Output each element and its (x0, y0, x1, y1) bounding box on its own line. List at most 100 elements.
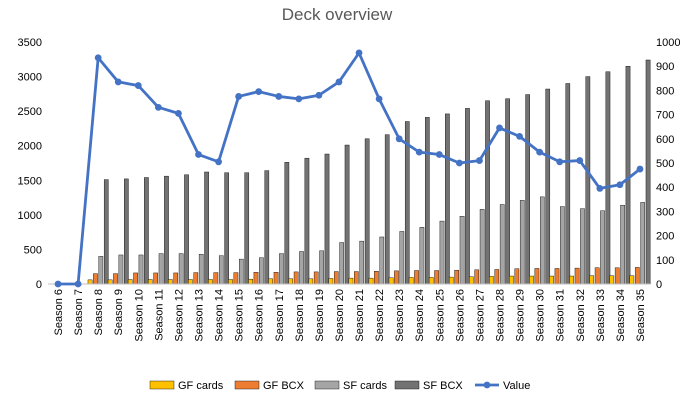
x-tick-label: Season 6 (53, 289, 65, 335)
line-point (74, 280, 82, 288)
bar-sf-bcx (505, 98, 510, 285)
bar-sf-bcx (645, 59, 651, 285)
chart-title: Deck overview (282, 5, 393, 24)
bar-sf-cards (319, 250, 324, 285)
bar-sf-bcx (545, 88, 551, 285)
y-right-tick-label: 600 (656, 134, 674, 146)
line-point (235, 93, 243, 100)
bar-sf-bcx (605, 71, 611, 285)
bar-gf-bcx (113, 273, 118, 285)
line-point (134, 82, 142, 89)
y-left-tick-label: 2500 (18, 106, 42, 118)
bar-gf-cards (228, 279, 233, 285)
legend-swatch-gf-cards (149, 380, 175, 390)
bar-sf-cards (419, 227, 425, 285)
bar-sf-cards (399, 231, 405, 285)
y-right-tick-label: 900 (656, 61, 674, 73)
x-tick-label: Season 25 (434, 289, 446, 342)
bar-sf-cards (479, 209, 485, 285)
line-point (275, 93, 283, 100)
line-point (476, 157, 483, 164)
line-point (355, 49, 363, 57)
bar-gf-cards (107, 279, 113, 285)
bar-gf-bcx (173, 272, 179, 285)
x-tick-label: Season 20 (334, 289, 346, 342)
bar-sf-bcx (485, 100, 490, 285)
bar-gf-cards (408, 277, 414, 285)
bar-gf-bcx (133, 272, 138, 285)
bar-sf-bcx (525, 94, 530, 285)
bar-gf-bcx (193, 272, 199, 285)
bar-gf-cards (147, 279, 153, 285)
bar-gf-cards (509, 275, 514, 285)
legend-label-value: Value (503, 380, 530, 392)
bar-sf-cards (178, 253, 184, 285)
bar-sf-cards (299, 251, 304, 285)
bar-sf-cards (600, 210, 605, 285)
bar-sf-cards (459, 216, 465, 285)
bar-sf-bcx (625, 65, 631, 285)
x-tick-label: Season 8 (93, 289, 105, 335)
line-point (195, 151, 202, 158)
legend-label-sf-cards: SF cards (343, 380, 388, 392)
legend-marker-value (483, 381, 491, 389)
x-tick-label: Season 9 (113, 289, 125, 335)
line-point (255, 88, 263, 96)
bar-gf-cards (368, 277, 374, 285)
bar-gf-cards (609, 275, 615, 285)
line-point (215, 158, 222, 166)
y-left-tick-label: 2000 (18, 141, 42, 153)
bar-gf-bcx (594, 267, 600, 285)
x-tick-label: Season 19 (314, 289, 326, 342)
bar-sf-bcx (103, 179, 109, 285)
bar-sf-cards (118, 254, 124, 285)
bar-gf-bcx (454, 269, 459, 285)
line-point (315, 91, 323, 99)
bar-sf-cards (158, 253, 164, 285)
bar-sf-bcx (465, 108, 470, 285)
bar-sf-cards (439, 220, 445, 285)
x-tick-label: Season 17 (274, 289, 286, 342)
bar-gf-cards (529, 275, 534, 285)
legend-label-sf-bcx: SF BCX (423, 380, 463, 392)
bar-sf-cards (379, 236, 385, 285)
bar-sf-bcx (344, 144, 350, 285)
x-tick-label: Season 34 (615, 289, 627, 342)
bar-gf-cards (348, 277, 354, 285)
x-tick-label: Season 16 (254, 289, 266, 342)
bar-sf-cards (138, 254, 144, 285)
bar-sf-bcx (204, 171, 209, 285)
bar-sf-cards (640, 202, 645, 285)
line-point (335, 78, 343, 86)
bar-sf-bcx (264, 170, 270, 285)
line-point (596, 185, 604, 192)
bar-sf-bcx (324, 153, 330, 285)
bar-gf-cards (87, 279, 93, 285)
x-tick-label: Season 28 (495, 289, 507, 342)
y-left-tick-label: 1000 (18, 210, 42, 222)
line-point (516, 132, 523, 140)
bar-gf-bcx (93, 273, 98, 285)
bar-gf-cards (589, 275, 595, 285)
line-point (616, 181, 624, 189)
bar-gf-bcx (534, 268, 540, 285)
x-tick-label: Season 23 (394, 289, 406, 342)
line-point (295, 95, 303, 103)
bar-gf-cards (208, 279, 213, 285)
y-right-tick-label: 400 (656, 182, 674, 194)
y-left-tick-label: 1500 (18, 175, 42, 187)
bar-sf-cards (359, 240, 365, 285)
line-value (58, 51, 641, 286)
bar-gf-cards (268, 278, 273, 285)
y-right-tick-label: 700 (656, 110, 674, 122)
bar-gf-bcx (273, 272, 279, 285)
x-tick-label: Season 13 (194, 289, 206, 342)
x-tick-label: Season 27 (474, 289, 486, 342)
line-point (496, 124, 503, 132)
x-tick-label: Season 11 (153, 289, 165, 341)
bar-gf-bcx (153, 272, 158, 285)
bar-sf-cards (339, 242, 344, 285)
bar-sf-bcx (144, 177, 149, 285)
